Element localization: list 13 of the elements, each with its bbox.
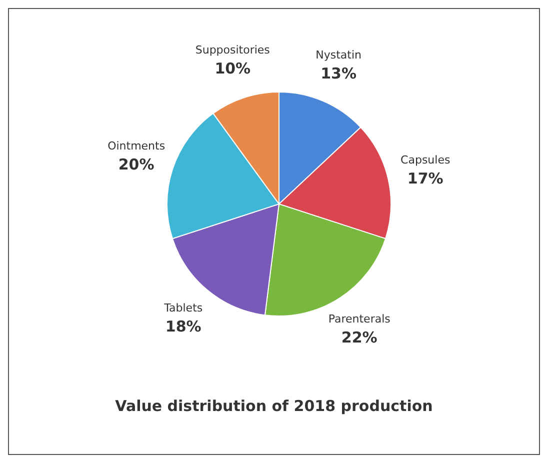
slice-label: Ointments (108, 140, 166, 153)
slice-label: Capsules (400, 153, 450, 166)
data-label: 18% (165, 318, 202, 336)
data-label: 22% (341, 328, 378, 347)
slice-label: Nystatin (316, 48, 362, 62)
slice-label: Tablets (163, 302, 203, 315)
data-label: 13% (320, 64, 357, 82)
data-label: 10% (214, 59, 251, 78)
slice-label: Suppositories (195, 43, 270, 56)
data-label: 20% (118, 156, 154, 174)
data-label: 17% (407, 169, 444, 188)
slice-label: Parenterals (328, 312, 391, 326)
text: Value distribution of 2018 production (114, 397, 434, 415)
